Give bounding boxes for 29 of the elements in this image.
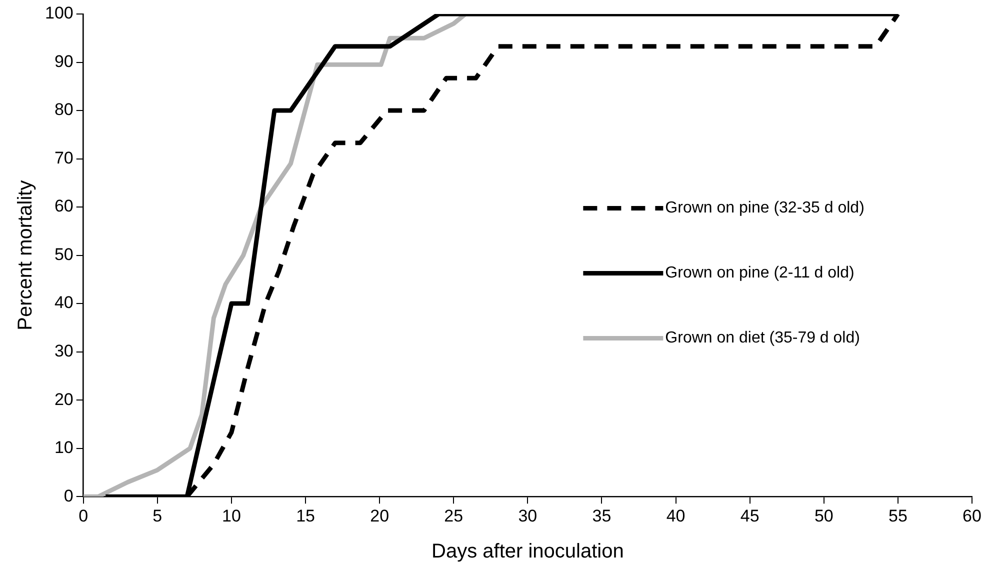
y-tick-label: 70 [54, 148, 74, 168]
y-tick-label: 50 [54, 244, 74, 264]
y-tick-label: 90 [54, 52, 74, 71]
x-tick-label: 60 [962, 506, 982, 526]
y-tick-label: 20 [54, 390, 74, 409]
y-tick-label: 80 [54, 100, 74, 120]
y-tick-label: 30 [54, 342, 74, 361]
x-tick-label: 0 [78, 506, 88, 526]
x-tick-label: 15 [296, 506, 315, 526]
x-tick-label: 35 [592, 506, 612, 526]
x-tick-label: 5 [152, 506, 162, 526]
legend-label: Grown on pine (2-11 d old) [665, 264, 854, 282]
y-tick-label: 10 [54, 438, 74, 458]
x-tick-label: 30 [518, 506, 538, 526]
x-tick-label: 50 [814, 506, 834, 526]
legend-label: Grown on diet (35-79 d old) [665, 330, 860, 347]
y-tick-label: 100 [44, 4, 74, 23]
x-axis-title: Days after inoculation [432, 540, 624, 563]
x-tick-label: 25 [444, 506, 464, 526]
x-tick-label: 45 [740, 506, 760, 526]
x-tick-label: 40 [666, 506, 686, 526]
legend-label: Grown on pine (32-35 d old) [665, 200, 864, 217]
y-tick-label: 40 [54, 293, 74, 312]
y-tick-label: 60 [54, 196, 74, 216]
x-tick-label: 55 [888, 506, 908, 526]
y-axis-title: Percent mortality [14, 180, 37, 330]
x-tick-label: 20 [370, 506, 390, 526]
y-tick-label: 0 [64, 486, 74, 506]
x-tick-label: 10 [222, 506, 241, 526]
